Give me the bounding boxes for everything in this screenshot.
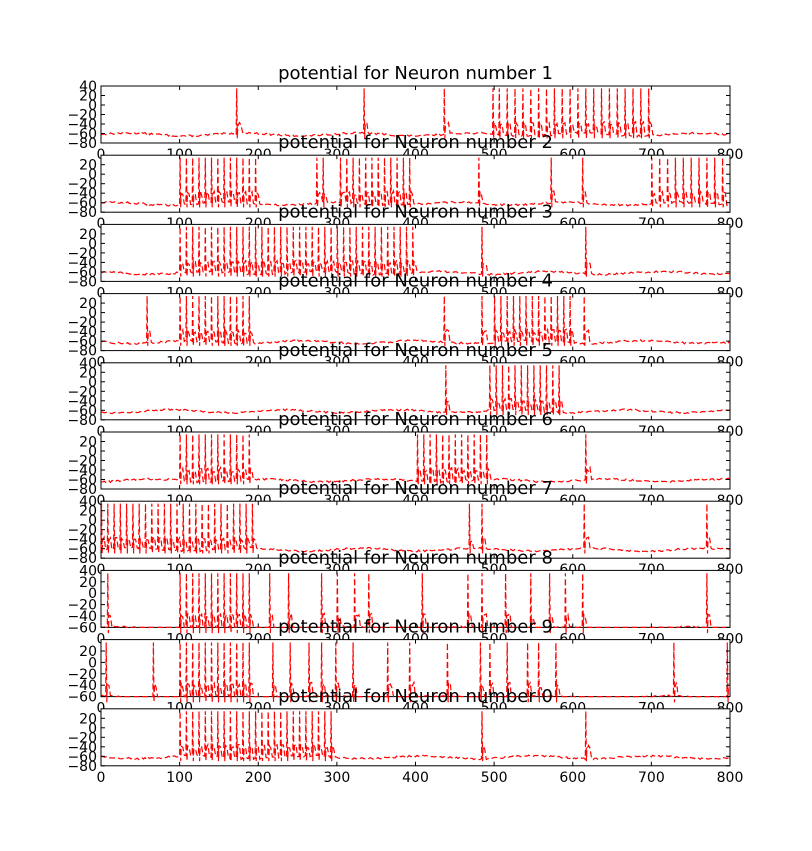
y-tick-label: 20 [79,644,97,660]
y-tick-label: −20 [67,454,97,470]
subplot-9: 0100200300400500600700800−60−40−20020pot… [67,617,743,717]
x-tick-label: 600 [559,770,586,786]
y-tick-label: −80 [67,482,97,498]
subplot-title: potential for Neuron number 7 [278,478,553,499]
y-tick-label: 20 [79,158,97,174]
x-tick-label: 100 [166,770,193,786]
y-tick-label: −20 [67,598,97,614]
y-tick-label: −80 [67,551,97,567]
y-tick-label: −60 [67,265,97,281]
y-tick-label: 40 [79,79,97,95]
y-tick-label: −80 [67,274,97,290]
y-tick-label: −80 [67,759,97,775]
subplot-title: potential for Neuron number 5 [278,340,553,361]
y-tick-label: −60 [67,334,97,350]
y-tick-label: −80 [67,413,97,429]
x-tick-label: 300 [324,770,351,786]
x-tick-label: 800 [717,770,744,786]
y-tick-label: −40 [67,740,97,756]
y-tick-label: −40 [67,186,97,202]
potential-trace [100,226,731,277]
subplot-title: potential for Neuron number 3 [278,201,553,222]
y-tick-label: −60 [67,473,97,489]
y-tick-label: −80 [67,205,97,221]
potential-trace [101,711,731,762]
potential-trace [100,434,731,485]
y-tick-label: 40 [79,494,97,510]
y-tick-label: 0 [88,167,97,183]
potential-trace [100,365,731,416]
y-tick-label: 40 [79,356,97,372]
y-tick-label: 20 [79,435,97,451]
y-tick-label: 0 [88,586,97,602]
subplot-7: 0100200300400500600700800−80−60−40−20020… [67,478,743,578]
subplot-title: potential for Neuron number 4 [278,271,553,292]
y-tick-label: −20 [67,315,97,331]
y-tick-label: −20 [67,523,97,539]
y-tick-label: −60 [67,749,97,765]
x-tick-label: 0 [97,770,106,786]
y-tick-label: −20 [67,384,97,400]
subplot-title: potential for Neuron number 0 [278,686,553,707]
x-tick-label: 400 [402,770,429,786]
subplot-title: potential for Neuron number 8 [278,547,553,568]
potential-trace [100,642,731,703]
y-tick-label: −40 [67,255,97,271]
y-tick-label: −40 [67,532,97,548]
y-tick-label: −60 [67,620,97,636]
y-tick-label: −40 [67,117,97,133]
y-tick-label: −40 [67,609,97,625]
subplot-title: potential for Neuron number 1 [278,63,553,84]
y-tick-label: 0 [88,375,97,391]
y-tick-label: −60 [67,403,97,419]
potential-trace [100,88,731,139]
y-tick-label: −60 [67,196,97,212]
y-tick-label: −20 [67,177,97,193]
y-tick-label: 0 [88,655,97,671]
y-tick-label: −20 [67,108,97,124]
y-tick-label: 0 [88,306,97,322]
y-tick-label: 0 [88,98,97,114]
y-tick-label: −40 [67,325,97,341]
y-tick-label: 0 [88,236,97,252]
y-tick-label: 20 [79,89,97,105]
subplot-title: potential for Neuron number 2 [278,132,553,153]
potential-trace [101,157,731,208]
y-tick-label: 20 [79,711,97,727]
y-tick-label: 20 [79,365,97,381]
potential-trace [100,295,731,346]
y-tick-label: −40 [67,394,97,410]
subplot-6: 0100200300400500600700800−80−60−40−20020… [67,409,743,509]
y-tick-label: 20 [79,504,97,520]
y-tick-label: 0 [88,444,97,460]
y-tick-label: −20 [67,730,97,746]
y-tick-label: −60 [67,542,97,558]
subplot-10: 0 100 200 300 400 500 600 700 800−80−60−40−20020… [67,686,743,786]
y-tick-label: 0 [88,513,97,529]
y-tick-label: −20 [67,246,97,262]
potential-trace [101,573,730,634]
potential-trace [100,503,731,554]
y-tick-label: −40 [67,678,97,694]
x-tick-label: 700 [638,770,665,786]
y-tick-label: −80 [67,136,97,152]
subplot-title: potential for Neuron number 6 [278,409,553,430]
y-tick-label: 40 [79,563,97,579]
x-tick-label: 500 [481,770,508,786]
y-tick-label: 20 [79,575,97,591]
y-tick-label: −80 [67,344,97,360]
y-tick-label: −20 [67,667,97,683]
x-tick-label: 200 [245,770,272,786]
y-tick-label: 20 [79,296,97,312]
subplot-title: potential for Neuron number 9 [278,617,553,638]
y-tick-label: −60 [67,127,97,143]
y-tick-label: −60 [67,690,97,706]
y-tick-label: −40 [67,463,97,479]
y-tick-label: 20 [79,227,97,243]
y-tick-label: 0 [88,721,97,737]
